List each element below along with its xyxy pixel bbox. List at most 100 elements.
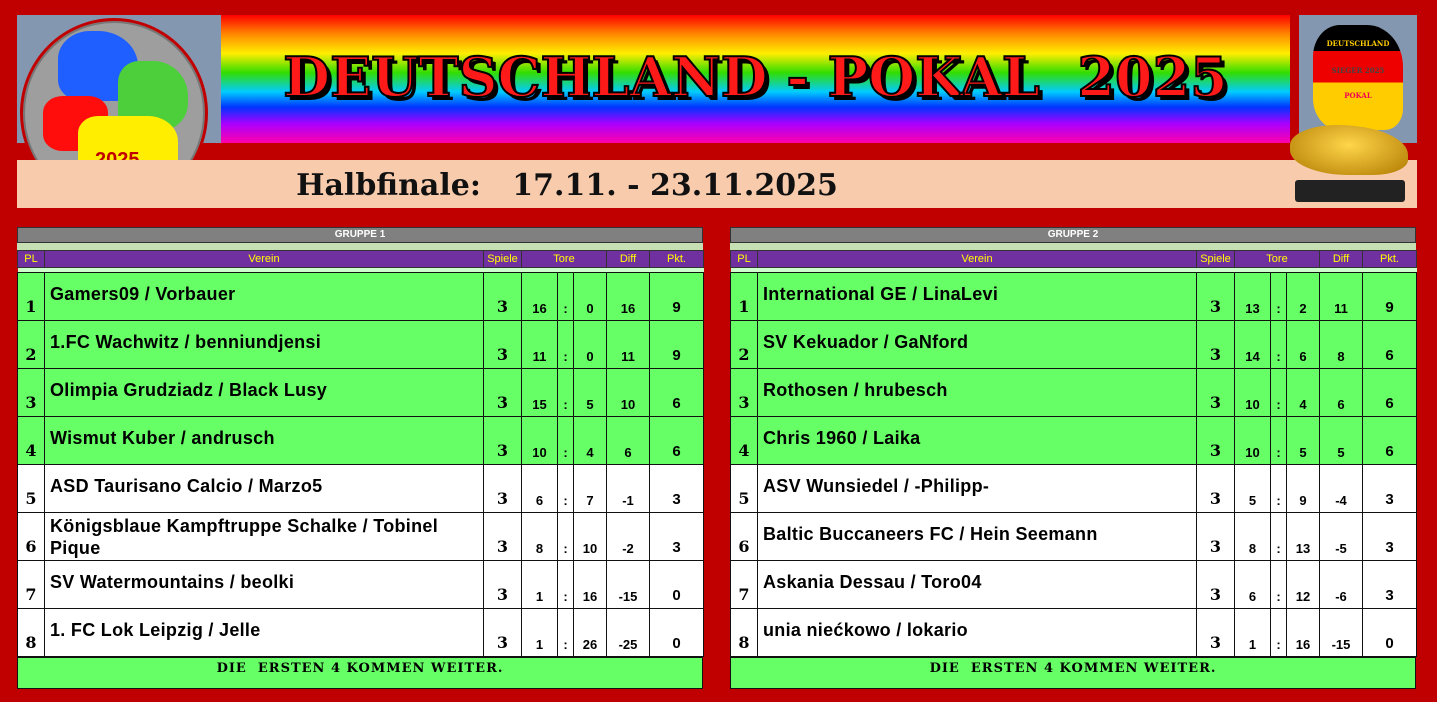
trophy-logo-right: DEUTSCHLAND SIEGER 2025 POKAL <box>1299 15 1417 143</box>
table-row: 4 Chris 1960 / Laika 3 10 : 5 5 6 <box>730 416 1417 465</box>
club-name: Baltic Buccaneers FC / Hein Seemann <box>757 512 1197 561</box>
goal-diff: -1 <box>606 464 650 513</box>
goals-separator: : <box>557 464 574 513</box>
goals-separator: : <box>557 512 574 561</box>
goals-separator: : <box>557 560 574 609</box>
goals-for: 1 <box>521 608 558 657</box>
goal-diff: 5 <box>1319 416 1363 465</box>
col-diff: Diff <box>606 250 650 268</box>
table-row: 4 Wismut Kuber / andrusch 3 10 : 4 6 6 <box>17 416 704 465</box>
golden-shoe-trophy <box>1290 125 1408 175</box>
goals-for: 6 <box>521 464 558 513</box>
standings-table: PL Verein Spiele Tore Diff Pkt. 1 Gamers09 / … <box>17 250 704 657</box>
standings-table: PL Verein Spiele Tore Diff Pkt. 1 Internation… <box>730 250 1417 657</box>
trophy-map: DEUTSCHLAND SIEGER 2025 POKAL <box>1313 25 1403 130</box>
club-name: Königsblaue Kampftruppe Schalke / Tobine… <box>44 512 484 561</box>
games: 3 <box>483 608 522 657</box>
col-verein: Verein <box>757 250 1197 268</box>
rank: 3 <box>730 368 758 417</box>
points: 6 <box>649 416 704 465</box>
table-row: 3 Olimpia Grudziadz / Black Lusy 3 15 : … <box>17 368 704 417</box>
goal-diff: -25 <box>606 608 650 657</box>
goal-diff: -15 <box>606 560 650 609</box>
table-row: 7 Askania Dessau / Toro04 3 6 : 12 -6 3 <box>730 560 1417 609</box>
goals-separator: : <box>1270 464 1287 513</box>
col-pkt: Pkt. <box>649 250 704 268</box>
club-name: International GE / LinaLevi <box>757 272 1197 321</box>
goal-diff: 6 <box>606 416 650 465</box>
games: 3 <box>483 560 522 609</box>
trophy-base <box>1295 180 1405 202</box>
col-pl: PL <box>730 250 758 268</box>
club-name: 1.FC Wachwitz / benniundjensi <box>44 320 484 369</box>
goals-against: 13 <box>1286 512 1320 561</box>
header-row: PL Verein Spiele Tore Diff Pkt. <box>17 250 704 268</box>
trophy-line-3: POKAL <box>1344 91 1372 100</box>
rank: 7 <box>17 560 45 609</box>
games: 3 <box>1196 368 1235 417</box>
goals-separator: : <box>1270 608 1287 657</box>
points: 3 <box>1362 560 1417 609</box>
rank: 3 <box>17 368 45 417</box>
col-verein: Verein <box>44 250 484 268</box>
points: 3 <box>649 512 704 561</box>
goals-against: 12 <box>1286 560 1320 609</box>
goals-for: 8 <box>1234 512 1271 561</box>
points: 0 <box>649 608 704 657</box>
rank: 8 <box>17 608 45 657</box>
rank: 7 <box>730 560 758 609</box>
goals-for: 1 <box>1234 608 1271 657</box>
games: 3 <box>483 464 522 513</box>
goals-for: 8 <box>521 512 558 561</box>
points: 3 <box>649 464 704 513</box>
rank: 5 <box>17 464 45 513</box>
rank: 2 <box>730 320 758 369</box>
goal-diff: 11 <box>1319 272 1363 321</box>
club-name: SV Kekuador / GaNford <box>757 320 1197 369</box>
games: 3 <box>1196 512 1235 561</box>
goals-against: 4 <box>1286 368 1320 417</box>
rank: 1 <box>17 272 45 321</box>
group-2-table: GRUPPE 2 PL Verein Spiele Tore Diff Pkt. 1 In… <box>730 227 1417 689</box>
header-row: PL Verein Spiele Tore Diff Pkt. <box>730 250 1417 268</box>
points: 9 <box>649 272 704 321</box>
table-row: 6 Königsblaue Kampftruppe Schalke / Tobi… <box>17 512 704 561</box>
goals-against: 9 <box>1286 464 1320 513</box>
club-name: Askania Dessau / Toro04 <box>757 560 1197 609</box>
table-row: 8 1. FC Lok Leipzig / Jelle 3 1 : 26 -25… <box>17 608 704 657</box>
title-banner: DEUTSCHLAND - POKAL 2025 <box>221 15 1290 143</box>
rank: 6 <box>17 512 45 561</box>
goals-against: 4 <box>573 416 607 465</box>
goals-for: 10 <box>1234 368 1271 417</box>
table-row: 8 unia niećkowo / lokario 3 1 : 16 -15 0 <box>730 608 1417 657</box>
club-name: 1. FC Lok Leipzig / Jelle <box>44 608 484 657</box>
rank: 4 <box>730 416 758 465</box>
goal-diff: -2 <box>606 512 650 561</box>
goals-separator: : <box>1270 368 1287 417</box>
goals-against: 7 <box>573 464 607 513</box>
games: 3 <box>1196 608 1235 657</box>
points: 9 <box>649 320 704 369</box>
goals-for: 1 <box>521 560 558 609</box>
club-name: Olimpia Grudziadz / Black Lusy <box>44 368 484 417</box>
rank: 8 <box>730 608 758 657</box>
club-name: SV Watermountains / beolki <box>44 560 484 609</box>
goal-diff: 11 <box>606 320 650 369</box>
table-row: 5 ASD Taurisano Calcio / Marzo5 3 6 : 7 … <box>17 464 704 513</box>
goals-for: 5 <box>1234 464 1271 513</box>
goals-for: 14 <box>1234 320 1271 369</box>
goals-against: 0 <box>573 272 607 321</box>
goals-for: 10 <box>521 416 558 465</box>
germany-map-coin: 2025 <box>20 18 208 208</box>
goals-separator: : <box>557 416 574 465</box>
col-spiele: Spiele <box>483 250 522 268</box>
goal-diff: -6 <box>1319 560 1363 609</box>
games: 3 <box>1196 560 1235 609</box>
club-name: ASD Taurisano Calcio / Marzo5 <box>44 464 484 513</box>
page-title: DEUTSCHLAND - POKAL 2025 <box>282 44 1228 110</box>
goals-against: 5 <box>1286 416 1320 465</box>
games: 3 <box>1196 464 1235 513</box>
points: 6 <box>1362 368 1417 417</box>
goal-diff: 16 <box>606 272 650 321</box>
goals-separator: : <box>1270 416 1287 465</box>
